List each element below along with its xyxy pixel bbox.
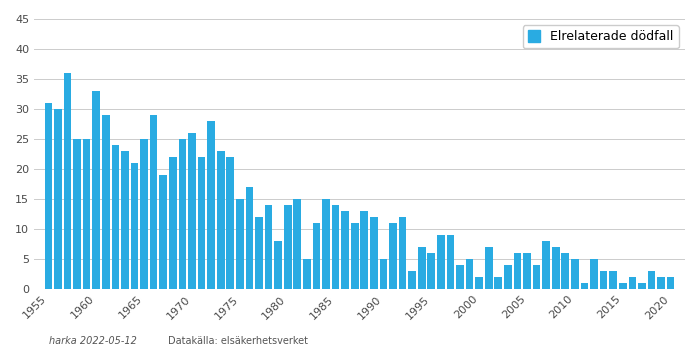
Bar [92,91,100,289]
Bar [408,271,416,289]
Bar [571,259,579,289]
Bar [121,151,129,289]
Bar [523,253,531,289]
Bar [45,103,52,289]
Bar [265,205,272,289]
Bar [342,211,349,289]
Bar [418,247,426,289]
Bar [160,175,167,289]
Bar [351,223,358,289]
Bar [140,139,148,289]
Bar [389,223,397,289]
Bar [102,115,110,289]
Bar [197,157,205,289]
Bar [648,271,655,289]
Bar [447,235,454,289]
Bar [217,151,225,289]
Bar [629,277,636,289]
Bar [504,265,512,289]
Bar [111,145,119,289]
Bar [360,211,368,289]
Bar [456,265,464,289]
Bar [610,271,617,289]
Bar [514,253,522,289]
Legend: Elrelaterade dödfall: Elrelaterade dödfall [523,25,679,48]
Bar [657,277,665,289]
Bar [293,199,301,289]
Bar [284,205,291,289]
Bar [236,199,244,289]
Bar [542,241,550,289]
Bar [246,187,253,289]
Bar [332,205,340,289]
Bar [590,259,598,289]
Bar [150,115,158,289]
Bar [303,259,311,289]
Bar [552,247,559,289]
Bar [399,217,407,289]
Bar [667,277,675,289]
Bar [83,139,90,289]
Bar [178,139,186,289]
Bar [619,283,626,289]
Bar [274,241,282,289]
Bar [207,121,215,289]
Bar [580,283,588,289]
Bar [600,271,608,289]
Bar [475,277,483,289]
Text: Datakälla: elsäkerhetsverket: Datakälla: elsäkerhetsverket [168,336,308,346]
Bar [485,247,493,289]
Bar [466,259,473,289]
Text: harka 2022-05-12: harka 2022-05-12 [49,336,137,346]
Bar [74,139,81,289]
Bar [561,253,569,289]
Bar [188,133,196,289]
Bar [533,265,540,289]
Bar [54,109,62,289]
Bar [428,253,435,289]
Bar [169,157,176,289]
Bar [494,277,502,289]
Bar [226,157,234,289]
Bar [638,283,645,289]
Bar [379,259,387,289]
Bar [437,235,444,289]
Bar [131,163,139,289]
Bar [64,73,71,289]
Bar [255,217,262,289]
Bar [322,199,330,289]
Bar [313,223,320,289]
Bar [370,217,378,289]
